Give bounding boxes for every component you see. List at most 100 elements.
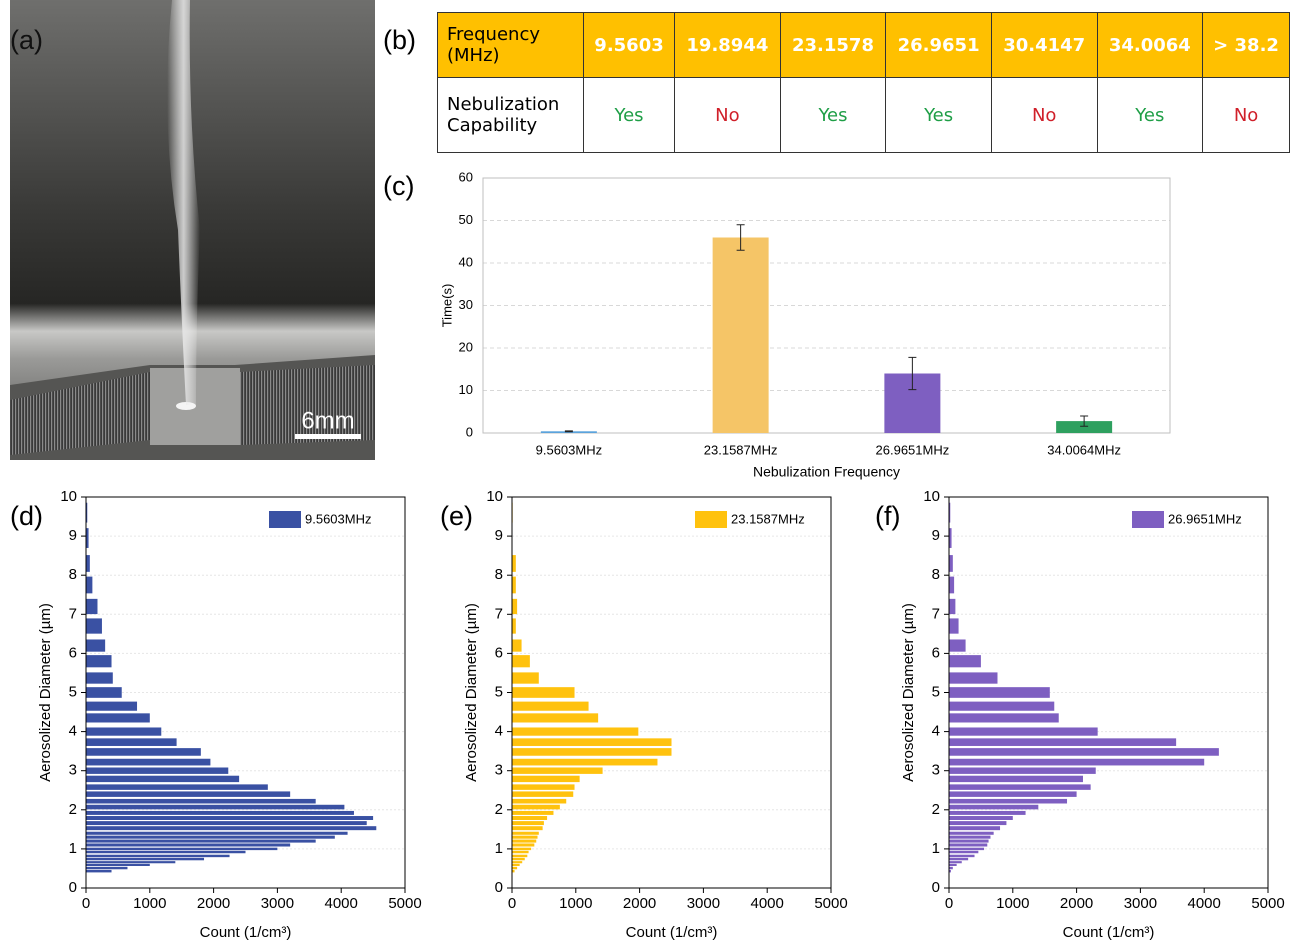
bar [512, 767, 603, 774]
y-tick-label: 2 [932, 801, 940, 818]
photo: 6mm [10, 0, 375, 460]
bar [86, 748, 201, 756]
bar [86, 713, 150, 723]
y-tick-label: 6 [69, 644, 77, 661]
bar [512, 775, 580, 783]
y-tick-label: 8 [932, 566, 940, 583]
bar [512, 576, 516, 594]
panel-label: (e) [440, 501, 473, 531]
x-axis-title: Nebulization Frequency [753, 464, 900, 480]
legend-swatch [1132, 511, 1164, 528]
bar [512, 598, 518, 615]
bar [712, 237, 769, 433]
bar [949, 835, 991, 839]
bar [512, 791, 574, 797]
bar [86, 854, 230, 858]
bar [86, 869, 112, 873]
bar [86, 816, 374, 820]
bar [512, 869, 515, 873]
bar [949, 857, 969, 861]
y-axis-title: Aerosolized Diameter (µm) [463, 603, 480, 782]
y-tick-label: 8 [495, 566, 503, 583]
bar [512, 784, 575, 790]
legend-label: 23.1587MHz [731, 511, 805, 526]
bar [949, 839, 989, 843]
legend-swatch [695, 511, 727, 528]
table-cell: No [990, 77, 1098, 153]
frequency-table: Frequency (MHz) 9.5603 19.8944 23.1578 26.96… [437, 12, 1290, 153]
error-bar [1080, 415, 1089, 427]
bar [86, 791, 291, 797]
bar [949, 863, 957, 866]
y-tick-label: 0 [466, 424, 473, 439]
y-tick-label: 4 [932, 723, 940, 740]
x-tick-label: 4000 [751, 895, 784, 912]
bar [86, 798, 316, 804]
bar [512, 618, 516, 634]
y-tick-label: 3 [69, 762, 77, 779]
x-tick-label: 26.9651MHz [876, 442, 950, 457]
bar [86, 843, 291, 847]
bar [512, 861, 523, 864]
bar [949, 810, 1026, 815]
bar [86, 784, 268, 790]
table-cell: 19.8944 [674, 12, 781, 78]
error-bar [564, 430, 573, 433]
bar [949, 784, 1091, 790]
y-tick-label: 10 [486, 488, 503, 505]
bar [512, 850, 529, 854]
table-row: Frequency (MHz) 9.5603 19.8944 23.1578 26.96… [437, 12, 1290, 78]
y-tick-label: 3 [932, 762, 940, 779]
bar [86, 655, 112, 668]
panel-label: (d) [10, 501, 43, 531]
bar [86, 861, 176, 864]
bar [86, 839, 316, 843]
y-tick-label: 7 [69, 605, 77, 622]
bar [949, 804, 1039, 810]
bar [949, 767, 1096, 774]
panel-label: (a) [10, 25, 43, 55]
y-tick-label: 9 [495, 527, 503, 544]
bar [949, 847, 985, 851]
bar [86, 555, 90, 572]
bar [86, 775, 240, 783]
y-tick-label: 7 [932, 605, 940, 622]
bar [512, 701, 589, 711]
bar [949, 816, 1013, 820]
bar [512, 672, 539, 684]
bar [86, 576, 93, 594]
table-cell: 30.4147 [990, 12, 1098, 78]
legend-swatch [269, 511, 301, 528]
bar [949, 502, 951, 523]
y-axis-title: Time(s) [439, 284, 454, 328]
bar [86, 835, 335, 839]
table-cell: Yes [582, 77, 676, 153]
y-tick-label: 5 [495, 683, 503, 700]
bar [512, 863, 520, 866]
y-tick-label: 9 [69, 527, 77, 544]
bar [949, 639, 966, 652]
table-cell: 9.5603 [582, 12, 676, 78]
bar [86, 618, 102, 634]
bar [949, 798, 1068, 804]
bar [949, 598, 956, 615]
bar [86, 701, 138, 711]
bar [949, 866, 953, 870]
bar [86, 528, 89, 548]
bar [512, 843, 535, 847]
table-cell: > 38.2 [1202, 12, 1290, 78]
bar [949, 854, 975, 858]
bar [949, 701, 1055, 711]
bar [949, 713, 1059, 723]
bar [86, 863, 150, 866]
bar [86, 738, 177, 746]
plot-frame [511, 496, 832, 889]
y-tick-label: 2 [495, 801, 503, 818]
y-tick-label: 40 [459, 254, 473, 269]
bar [86, 727, 162, 736]
y-tick-label: 0 [69, 879, 77, 896]
y-tick-label: 1 [69, 840, 77, 857]
bar [949, 687, 1050, 698]
x-tick-label: 2000 [623, 895, 656, 912]
